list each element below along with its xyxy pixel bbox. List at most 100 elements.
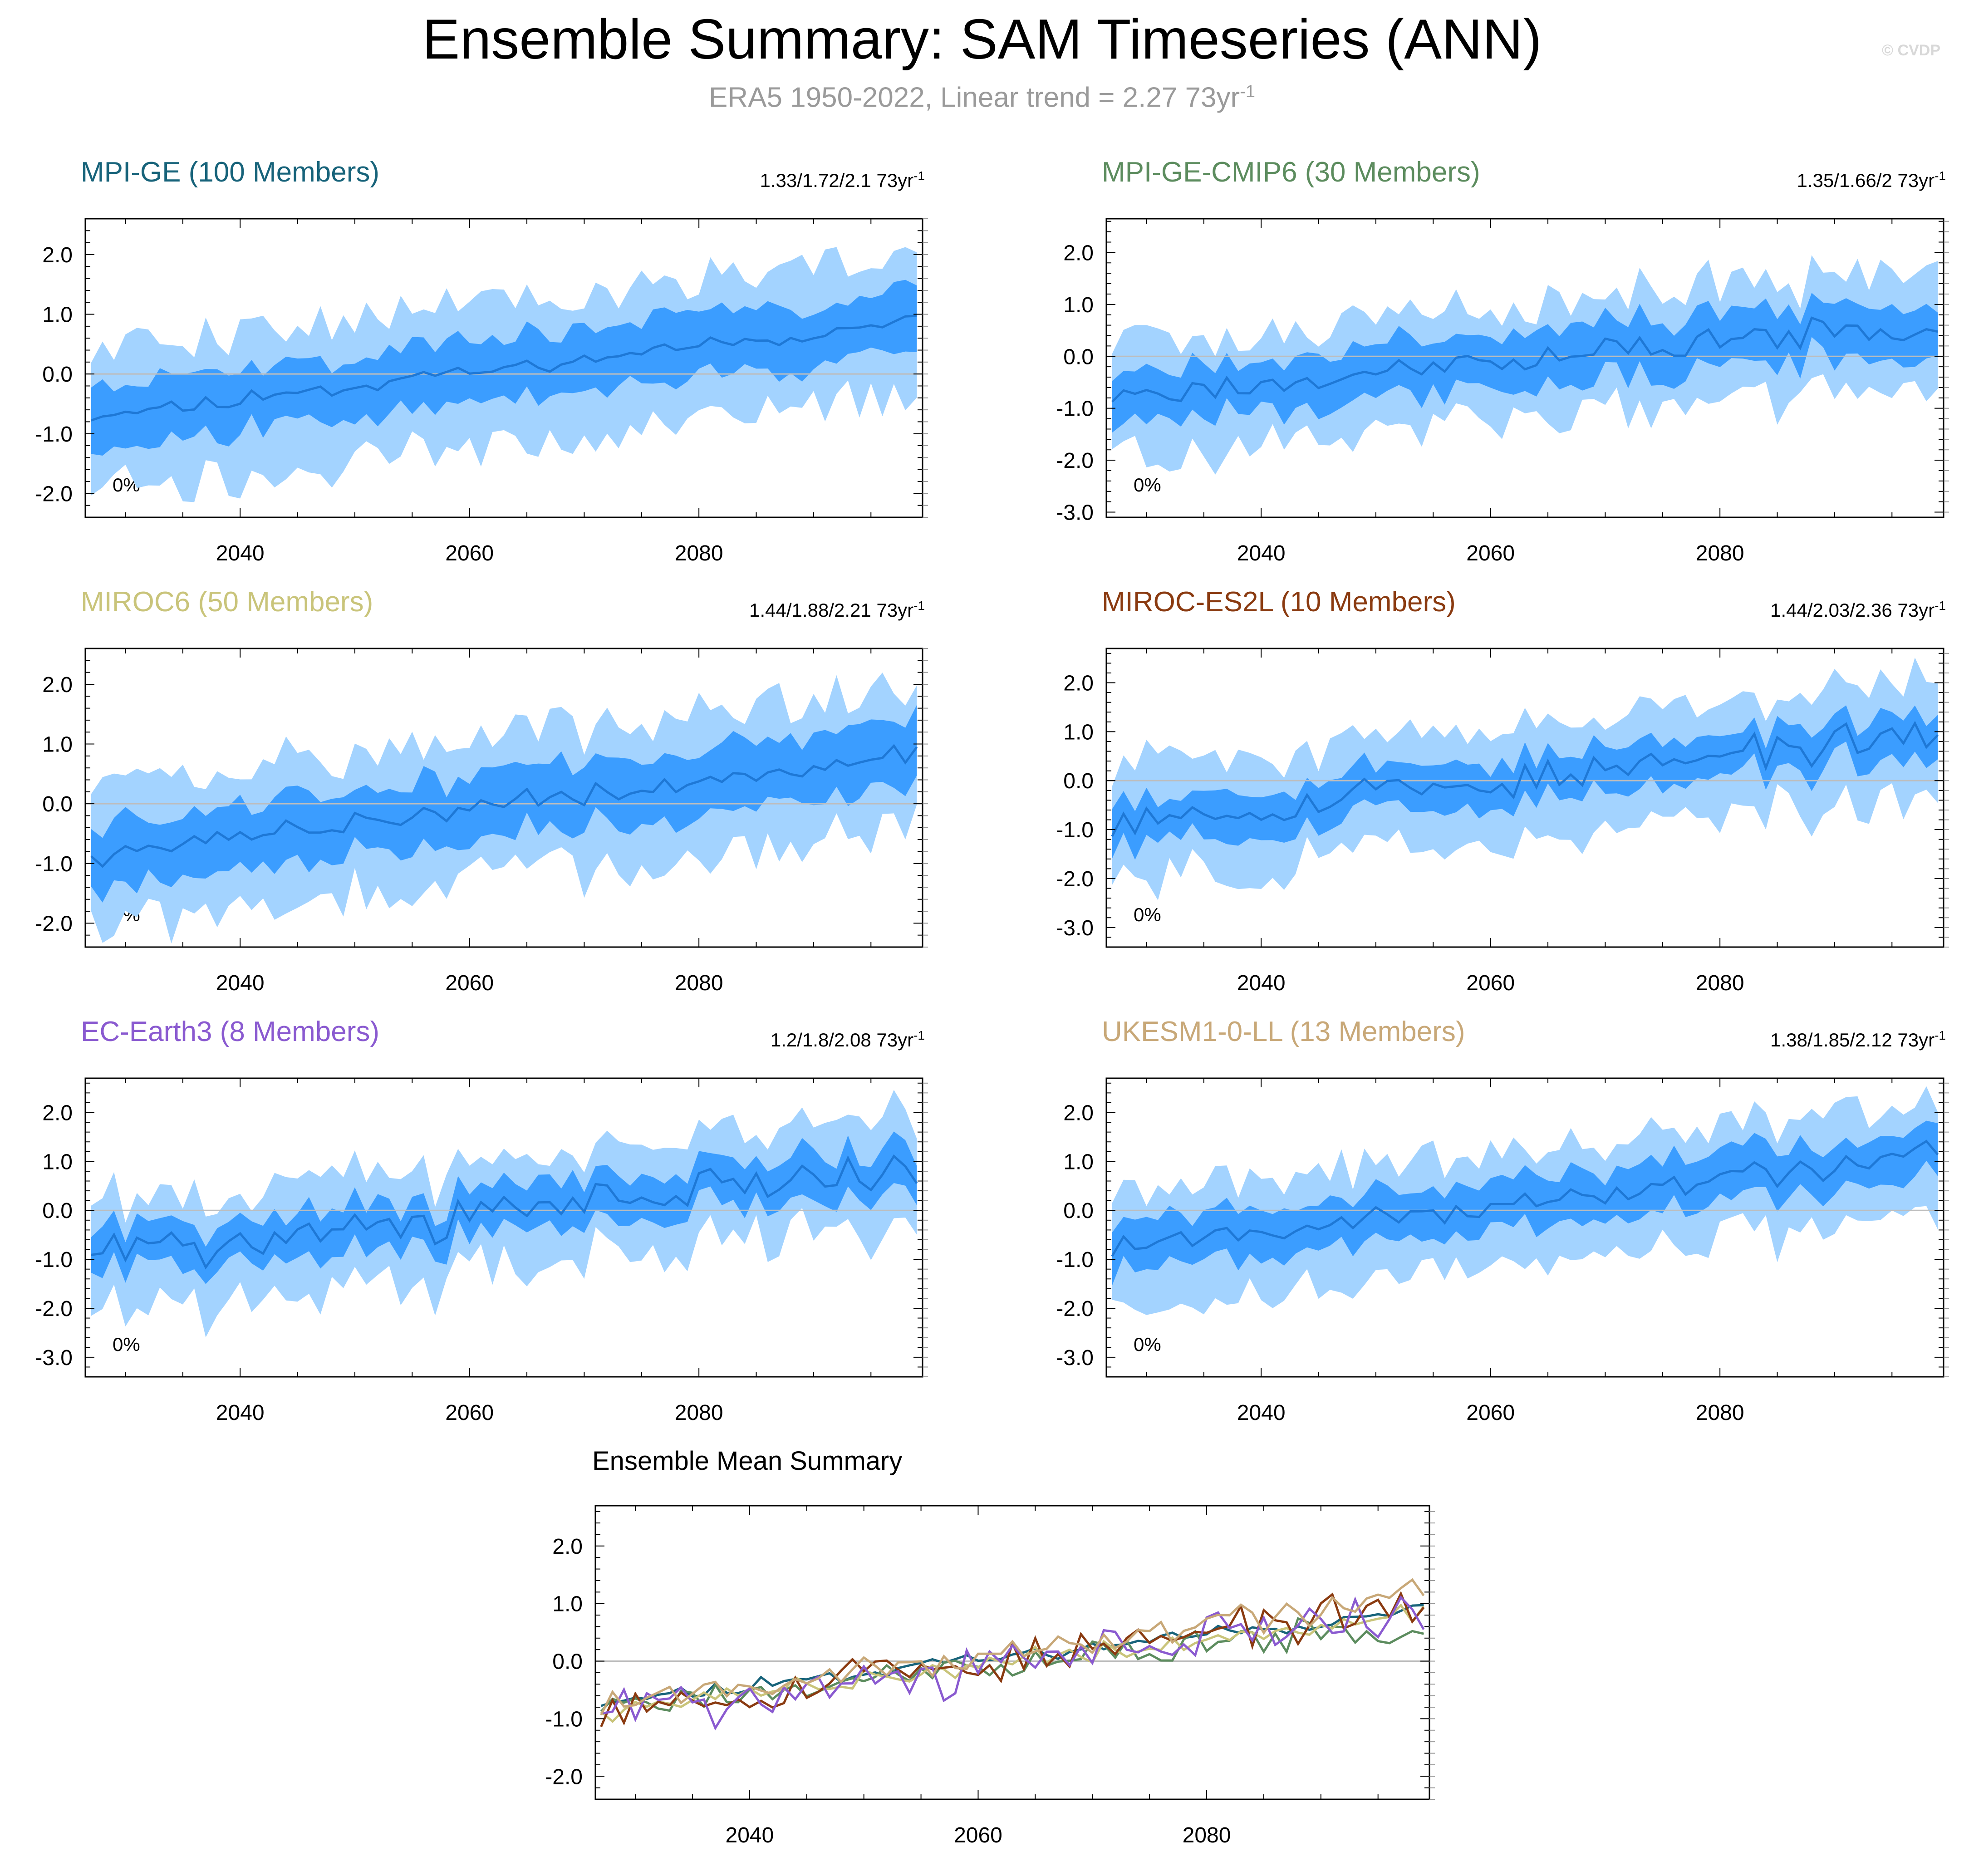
plot-frame	[1105, 1077, 1944, 1378]
series-line-mpi-ge-cmip6	[600, 1617, 1424, 1713]
y-tick-label: 0.0	[1063, 1199, 1094, 1223]
panel-miroc-es2l: MIROC-ES2L (10 Members) 1.44/2.03/2.36 7…	[1026, 584, 1964, 1011]
panel-trend: 1.33/1.72/2.1 73yr-1	[760, 162, 925, 194]
y-tick-label: 2.0	[1063, 1101, 1094, 1125]
x-tick-label: 2060	[1466, 971, 1515, 995]
ensemble-mean-line	[91, 1154, 918, 1270]
x-tick-label: 2040	[216, 541, 265, 565]
trend-text: 1.44/2.03/2.36 73yr	[1770, 599, 1935, 621]
plot-area	[85, 673, 923, 944]
plot-frame	[594, 1505, 1430, 1800]
x-tick-label: 2040	[216, 1401, 265, 1425]
y-tick-label: -2.0	[1056, 449, 1094, 473]
panel-chart: 2040 2060 2080 2.0 1.0 0.0 -1.0 -2.0 -3.0	[1056, 648, 1949, 995]
subtitle-superscript: -1	[1240, 82, 1255, 101]
x-tick-label: 2080	[1183, 1823, 1231, 1847]
panel-title: UKESM1-0-LL (13 Members)	[1102, 1016, 1465, 1047]
panel-miroc6: MIROC6 (50 Members) 1.44/1.88/2.21 73yr-…	[5, 584, 948, 1011]
y-tick-label: 0.0	[1063, 769, 1094, 793]
panel-chart: 2040 2060 2080 2.0 1.0 0.0 -1.0 -2.0 -3.0	[1056, 1077, 1949, 1425]
y-tick-label: -2.0	[35, 1297, 73, 1321]
inner-band	[1112, 293, 1938, 433]
panel-trend: 1.44/1.88/2.21 73yr-1	[749, 592, 925, 624]
y-tick-label: -1.0	[1056, 397, 1094, 421]
series-line-ec-earth3	[601, 1595, 1425, 1731]
panel-chart: 2040 2060 2080 2.0 1.0 0.0 -1.0 -2.0 -3.0	[1056, 218, 1949, 565]
trend-superscript: -1	[913, 599, 925, 613]
panel-trend: 1.38/1.85/2.12 73yr-1	[1770, 1022, 1946, 1054]
panel-chart: 2040 2060 2080 2.0 1.0 0.0 -1.0 -2.0	[35, 648, 928, 995]
y-tick-label: 1.0	[42, 733, 73, 757]
plot-area	[1106, 255, 1944, 475]
y-tick-label: 1.0	[1063, 293, 1094, 317]
panel-trend: 1.2/1.8/2.08 73yr-1	[771, 1022, 925, 1054]
ensemble-mean-line	[90, 314, 917, 422]
y-tick-label: 2.0	[552, 1535, 583, 1559]
plot-frame	[84, 648, 923, 948]
y-tick-label: -3.0	[1056, 501, 1094, 525]
panel-mpi-ge: MPI-GE (100 Members) 1.33/1.72/2.1 73yr-…	[5, 154, 948, 581]
y-tick-label: 0.0	[552, 1650, 583, 1674]
percent-label: 0%	[1134, 1334, 1161, 1355]
y-tick-label: 0.0	[42, 792, 73, 816]
y-tick-label: 1.0	[42, 303, 73, 327]
plot-frame	[1105, 218, 1944, 518]
x-tick-label: 2080	[1696, 541, 1744, 565]
panel-chart: 2040 2060 2080 2.0 1.0 0.0 -1.0 -2.0 -3.0	[35, 1077, 928, 1425]
y-tick-label: -2.0	[1056, 1297, 1094, 1321]
plot-area	[85, 1090, 923, 1338]
percent-label: 0%	[113, 1334, 140, 1355]
panel-title: EC-Earth3 (8 Members)	[81, 1016, 380, 1047]
x-tick-label: 2060	[445, 541, 494, 565]
y-tick-label: -1.0	[35, 1248, 73, 1272]
panel-trend: 1.35/1.66/2 73yr-1	[1797, 162, 1946, 194]
y-tick-label: -3.0	[35, 1346, 73, 1370]
panel-chart: 2040 2060 2080 2.0 1.0 0.0 -1.0 -2.0	[545, 1505, 1435, 1847]
panel-ensemble-mean: Ensemble Mean Summary 2040 2060 2080 2.0 1.0…	[513, 1443, 1457, 1874]
plot-area	[595, 1578, 1429, 1731]
inner-band	[1112, 705, 1938, 860]
trend-text: 1.2/1.8/2.08 73yr	[770, 1029, 914, 1051]
y-tick-label: 1.0	[1063, 1150, 1094, 1174]
x-tick-label: 2080	[1696, 1401, 1744, 1425]
y-tick-label: 0.0	[42, 363, 73, 387]
credit-watermark: © CVDP	[1882, 42, 1940, 59]
x-tick-label: 2060	[445, 971, 494, 995]
plot-area	[85, 247, 923, 502]
inner-band	[1112, 1120, 1938, 1286]
x-tick-label: 2040	[1237, 1401, 1286, 1425]
plot-frame	[1105, 648, 1944, 948]
plot-frame	[84, 1077, 923, 1378]
trend-superscript: -1	[1935, 1028, 1946, 1042]
x-tick-label: 2040	[1237, 971, 1286, 995]
x-tick-label: 2040	[216, 971, 265, 995]
y-tick-label: 2.0	[1063, 672, 1094, 696]
panel-chart: 2040 2060 2080 2.0 1.0 0.0 -1.0 -2.0	[35, 218, 928, 565]
trend-superscript: -1	[1935, 169, 1946, 183]
y-tick-label: 1.0	[42, 1150, 73, 1174]
ensemble-mean-line	[1111, 316, 1938, 403]
trend-text: 1.44/1.88/2.21 73yr	[749, 599, 914, 621]
y-tick-label: -2.0	[35, 912, 73, 936]
x-tick-label: 2040	[726, 1823, 774, 1847]
plot-frame	[84, 218, 923, 518]
panel-title: MIROC-ES2L (10 Members)	[1102, 586, 1456, 618]
main-title: Ensemble Summary: SAM Timeseries (ANN)	[422, 8, 1542, 71]
y-tick-label: -1.0	[35, 852, 73, 876]
x-tick-label: 2040	[1237, 541, 1286, 565]
y-tick-label: 2.0	[42, 673, 73, 697]
y-tick-label: 2.0	[42, 1101, 73, 1125]
series-line-mpi-ge	[600, 1604, 1424, 1707]
panel-mpi-ge-cmip6: MPI-GE-CMIP6 (30 Members) 1.35/1.66/2 73…	[1026, 154, 1964, 581]
y-tick-label: -1.0	[1056, 1248, 1094, 1272]
y-tick-label: -2.0	[35, 482, 73, 506]
panel-ukesm1-0-ll: UKESM1-0-LL (13 Members) 1.38/1.85/2.12 …	[1026, 1014, 1964, 1440]
plot-area	[1106, 1086, 1944, 1315]
x-tick-label: 2080	[1696, 971, 1744, 995]
ensemble-mean-line	[90, 744, 918, 868]
y-tick-label: -3.0	[1056, 1346, 1094, 1370]
plot-area	[1106, 658, 1944, 900]
y-tick-label: -1.0	[1056, 818, 1094, 842]
trend-superscript: -1	[1935, 599, 1946, 613]
x-tick-label: 2060	[1466, 1401, 1515, 1425]
